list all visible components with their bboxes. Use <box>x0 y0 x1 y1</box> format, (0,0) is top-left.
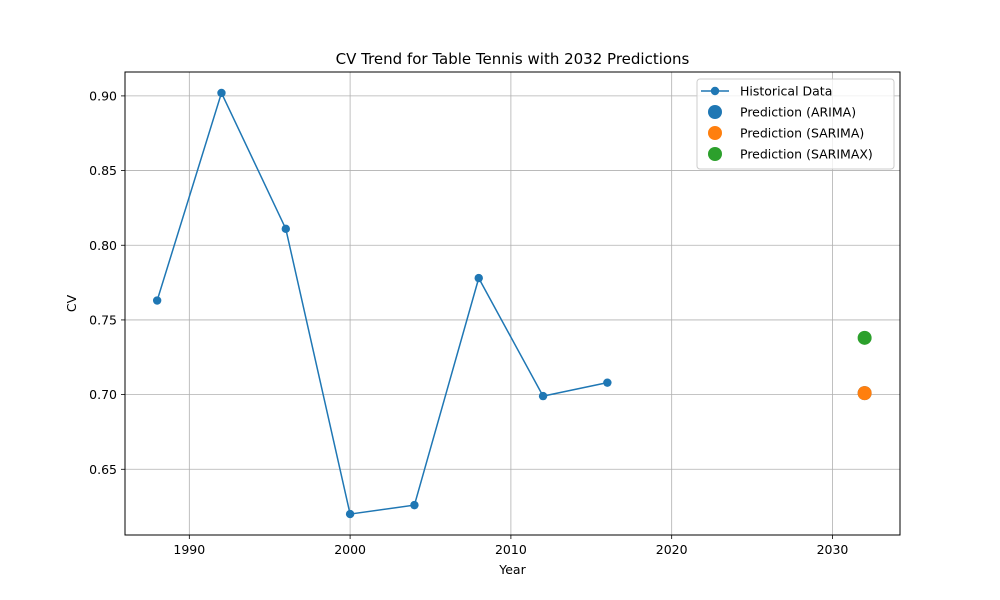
x-tick-label: 2020 <box>656 542 688 557</box>
historical-data-point <box>603 378 612 387</box>
prediction-point-sarimax <box>857 330 872 345</box>
y-tick-label: 0.65 <box>89 462 117 477</box>
y-tick-label: 0.70 <box>89 387 117 402</box>
historical-data-point <box>281 224 290 234</box>
x-tick-label: 2010 <box>495 542 527 557</box>
legend: Historical Data Prediction (ARIMA) Predict… <box>696 78 895 170</box>
ticks: 1990 2000 2010 2020 2030 0.65 0.70 0.75 0.80 0.85… <box>89 88 848 557</box>
plot-data <box>152 88 872 519</box>
historical-data-point <box>474 273 483 283</box>
chart-title: CV Trend for Table Tennis with 2032 Pred… <box>336 50 690 68</box>
historical-data-point <box>345 509 355 519</box>
legend-box <box>696 78 895 170</box>
y-tick-label: 0.80 <box>89 238 117 253</box>
legend-marker-swatch <box>708 105 722 119</box>
y-axis-title: CV <box>64 294 79 312</box>
legend-label: Prediction (SARIMA) <box>740 126 864 141</box>
historical-data-point <box>538 391 548 401</box>
prediction-point-sarima <box>857 386 872 401</box>
legend-marker-swatch <box>708 126 722 140</box>
x-tick-label: 1990 <box>173 542 205 557</box>
legend-label: Historical Data <box>740 84 832 99</box>
y-tick-label: 0.90 <box>89 88 117 103</box>
x-tick-label: 2000 <box>334 542 366 557</box>
y-tick-label: 0.75 <box>89 312 117 327</box>
historical-data-point <box>152 296 162 305</box>
historical-data-line <box>156 90 608 515</box>
historical-data-point <box>217 88 226 98</box>
legend-label: Prediction (SARIMAX) <box>740 147 873 162</box>
legend-label: Prediction (ARIMA) <box>740 105 856 120</box>
x-axis-title: Year <box>498 562 526 577</box>
legend-marker-swatch <box>708 147 722 161</box>
plot-frame <box>124 71 901 536</box>
historical-data-point <box>410 500 419 510</box>
x-tick-label: 2030 <box>817 542 849 557</box>
legend-marker-swatch <box>710 86 720 96</box>
y-tick-label: 0.85 <box>89 163 117 178</box>
